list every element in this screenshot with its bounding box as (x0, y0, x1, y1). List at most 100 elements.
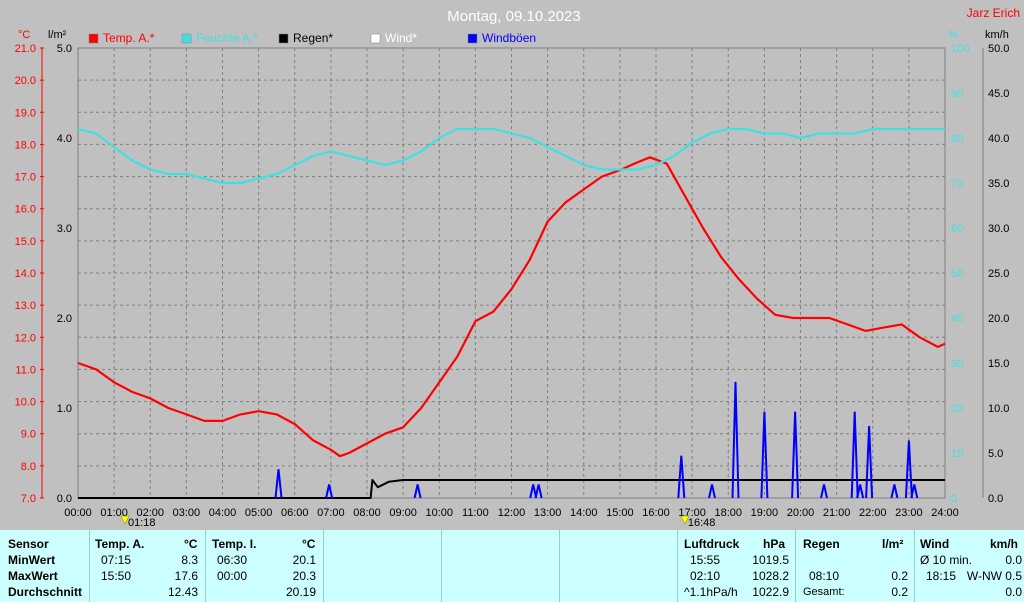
temp-tick-label: 10.0 (15, 397, 36, 409)
temp-i-header: Temp. I. (212, 537, 257, 551)
humidity-tick-label: 50 (951, 268, 963, 280)
x-tick-label: 23:00 (895, 507, 923, 519)
pressure-unit: hPa (763, 537, 786, 551)
rain-max-time: 08:10 (809, 569, 840, 583)
temp-tick-label: 15.0 (15, 236, 36, 248)
temp-tick-label: 18.0 (15, 139, 36, 151)
sun-marker-label: 16:48 (688, 517, 716, 529)
sun-marker-icon (680, 515, 690, 525)
temp-i-max: 20.3 (292, 569, 316, 583)
sun-marker-icon (120, 515, 130, 525)
humidity-tick-label: 30 (951, 358, 963, 370)
row-label-avg: Durchschnitt (8, 585, 83, 599)
series-line (77, 127, 945, 185)
temp-i-avg: 20.19 (285, 585, 316, 599)
temp-tick-label: 9.0 (21, 429, 36, 441)
humidity-tick-label: 100 (951, 43, 969, 55)
rain-total: 0.2 (891, 585, 908, 599)
legend: Temp. A.* Feuchte A.* Regen* Wind* Windböen (88, 31, 536, 45)
humidity-tick-label: 0 (951, 493, 957, 505)
gust-peak (865, 425, 874, 499)
sensor-header: Sensor (8, 537, 49, 551)
humidity-tick-label: 10 (951, 448, 963, 460)
rain-unit: l/m² (882, 537, 904, 551)
legend-swatch (278, 33, 289, 44)
wind-avg: 0.0 (1005, 553, 1022, 567)
gust-peak (413, 484, 422, 499)
temp-a-max: 17.6 (174, 569, 198, 583)
x-tick-label: 08:00 (353, 507, 381, 519)
gust-peak (856, 484, 865, 499)
wind-max-time: 18:15 (926, 569, 957, 583)
unit-wind: km/h (985, 29, 1009, 41)
rain-tick-label: 4.0 (57, 133, 72, 145)
x-tick-label: 12:00 (498, 507, 526, 519)
gust-peak (791, 411, 800, 499)
series-line (78, 479, 945, 499)
rain-total-label: Gesamt: (803, 586, 845, 598)
legend-label: Feuchte A.* (196, 31, 258, 45)
temp-tick-label: 14.0 (15, 268, 36, 280)
x-tick-label: 11:00 (462, 507, 489, 519)
wind-tick-label: 25.0 (988, 268, 1009, 280)
gust-peak (904, 440, 913, 499)
author-label: Jarz Erich (967, 6, 1020, 20)
rain-tick-label: 0.0 (57, 493, 72, 505)
wind-header: Wind (920, 537, 950, 551)
wind-tick-label: 45.0 (988, 88, 1009, 100)
temp-i-max-time: 00:00 (217, 569, 248, 583)
x-tick-label: 02:00 (136, 507, 164, 519)
temp-tick-label: 16.0 (15, 204, 36, 216)
gust-peak (325, 484, 334, 499)
temp-a-max-time: 15:50 (101, 569, 132, 583)
wind-tick-label: 20.0 (988, 313, 1009, 325)
rain-header: Regen (803, 537, 840, 551)
gust-peak (677, 455, 686, 499)
x-tick-label: 05:00 (245, 507, 273, 519)
wind-tick-label: 15.0 (988, 358, 1009, 370)
legend-label: Temp. A.* (103, 31, 155, 45)
temp-tick-label: 11.0 (15, 364, 36, 376)
temp-tick-label: 8.0 (21, 461, 36, 473)
x-tick-label: 14:00 (570, 507, 598, 519)
wind-last: 0.0 (1005, 585, 1022, 599)
humidity-tick-label: 40 (951, 313, 963, 325)
unit-temp: °C (18, 29, 30, 41)
temp-a-unit: °C (184, 537, 198, 551)
axes: 21.0 20.0 19.0 18.0 17.0 16.0 15.0 14.0 13.0 12.0… (15, 43, 1010, 519)
pressure-max: 1028.2 (752, 569, 789, 583)
rain-tick-label: 3.0 (57, 223, 72, 235)
x-tick-label: 18:00 (714, 507, 742, 519)
sun-marker-label: 01:18 (128, 517, 156, 529)
x-tick-label: 09:00 (389, 507, 417, 519)
humidity-tick-label: 70 (951, 178, 963, 190)
unit-rain: l/m² (48, 29, 67, 41)
rain-max: 0.2 (891, 569, 908, 583)
temp-a-min-time: 07:15 (101, 553, 132, 567)
pressure-trend: ^1.1hPa/h (684, 585, 738, 599)
gust-peak (820, 484, 828, 499)
temp-tick-label: 13.0 (15, 300, 36, 312)
x-tick-label: 24:00 (931, 507, 959, 519)
gust-peak (529, 484, 538, 499)
x-tick-label: 20:00 (787, 507, 815, 519)
legend-label: Regen* (293, 31, 333, 45)
markers: 01:18 16:48 (120, 515, 716, 529)
wind-tick-label: 5.0 (988, 448, 1003, 460)
temp-a-header: Temp. A. (95, 537, 145, 551)
gust-peak (708, 484, 716, 499)
temp-tick-label: 19.0 (15, 107, 36, 119)
wind-unit: km/h (990, 537, 1019, 551)
wind-tick-label: 35.0 (988, 178, 1009, 190)
x-tick-label: 03:00 (173, 507, 201, 519)
temp-tick-label: 7.0 (21, 493, 36, 505)
temp-i-unit: °C (302, 537, 316, 551)
summary-table: Sensor MinWert MaxWert Durchschnitt Temp… (0, 530, 1024, 602)
pressure-min: 1019.5 (752, 553, 789, 567)
legend-swatch (88, 33, 99, 44)
rain-tick-label: 5.0 (57, 43, 72, 55)
legend-label: Wind* (385, 31, 417, 45)
humidity-tick-label: 80 (951, 133, 963, 145)
humidity-tick-label: 20 (951, 403, 963, 415)
chart-title: Montag, 09.10.2023 (447, 8, 580, 25)
